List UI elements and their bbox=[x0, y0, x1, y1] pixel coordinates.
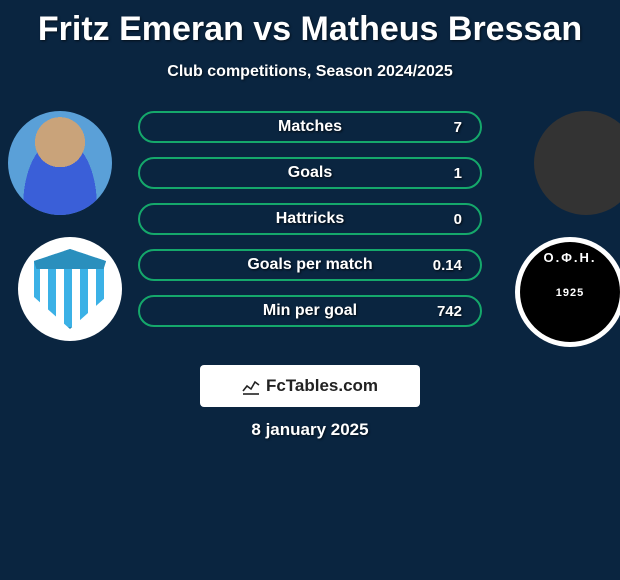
subtitle: Club competitions, Season 2024/2025 bbox=[0, 63, 620, 81]
badge-icon: O.Φ.H. 1925 bbox=[520, 242, 620, 342]
stat-label: Goals bbox=[288, 164, 332, 182]
stat-value-right: 0.14 bbox=[433, 257, 462, 274]
brand-box: FcTables.com bbox=[200, 365, 420, 407]
stat-value-right: 742 bbox=[437, 303, 462, 320]
stat-row: Goals 1 bbox=[138, 157, 482, 189]
player-photo-right bbox=[534, 111, 620, 215]
stat-label: Hattricks bbox=[276, 210, 344, 228]
avatar-icon bbox=[8, 111, 112, 215]
chart-icon bbox=[242, 377, 260, 395]
shield-icon bbox=[30, 249, 110, 329]
date-label: 8 january 2025 bbox=[0, 420, 620, 440]
stat-label: Matches bbox=[278, 118, 342, 136]
brand-label: FcTables.com bbox=[266, 376, 378, 396]
page-title: Fritz Emeran vs Matheus Bressan bbox=[0, 0, 620, 49]
stat-row: Matches 7 bbox=[138, 111, 482, 143]
stat-value-right: 1 bbox=[454, 165, 462, 182]
player-photo-left bbox=[8, 111, 112, 215]
stat-label: Min per goal bbox=[263, 302, 357, 320]
club-logo-right: O.Φ.H. 1925 bbox=[515, 237, 620, 347]
stat-row: Hattricks 0 bbox=[138, 203, 482, 235]
badge-arc-text: O.Φ.H. bbox=[543, 250, 596, 265]
stat-row: Goals per match 0.14 bbox=[138, 249, 482, 281]
stats-area: O.Φ.H. 1925 Matches 7 Goals 1 Hattricks … bbox=[0, 111, 620, 361]
badge-year: 1925 bbox=[556, 287, 584, 299]
stat-row: Min per goal 742 bbox=[138, 295, 482, 327]
stat-value-right: 7 bbox=[454, 119, 462, 136]
club-logo-left bbox=[18, 237, 122, 341]
stat-value-right: 0 bbox=[454, 211, 462, 228]
stat-label: Goals per match bbox=[247, 256, 372, 274]
avatar-icon bbox=[534, 111, 620, 215]
